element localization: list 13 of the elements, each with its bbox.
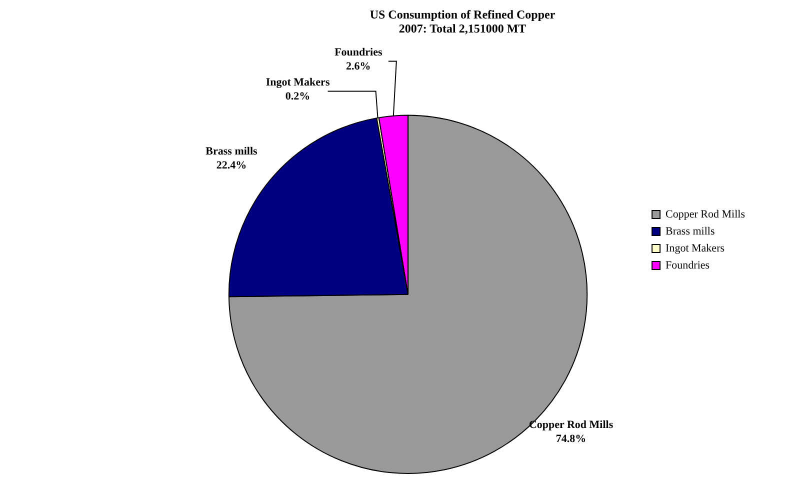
slice-label: Ingot Makers [266, 76, 330, 88]
slice-label: Brass mills [206, 145, 258, 158]
data-label: 0.2% [285, 90, 310, 102]
slice-label: Copper Rod Mills [528, 418, 614, 431]
data-label: 22.4% [216, 159, 247, 172]
data-label: 74.8% [556, 432, 586, 445]
legend-label: Copper Rod Mills [666, 208, 746, 220]
legend-label: Foundries [666, 259, 710, 272]
data-label: 2.6% [346, 60, 371, 72]
chart-title: US Consumption of Refined Copper 2007: Total 2,151000 MT [370, 7, 556, 36]
slice-label: Foundries [334, 46, 383, 58]
legend-label: Brass mills [666, 225, 715, 238]
legend-label: Ingot Makers [666, 242, 725, 254]
